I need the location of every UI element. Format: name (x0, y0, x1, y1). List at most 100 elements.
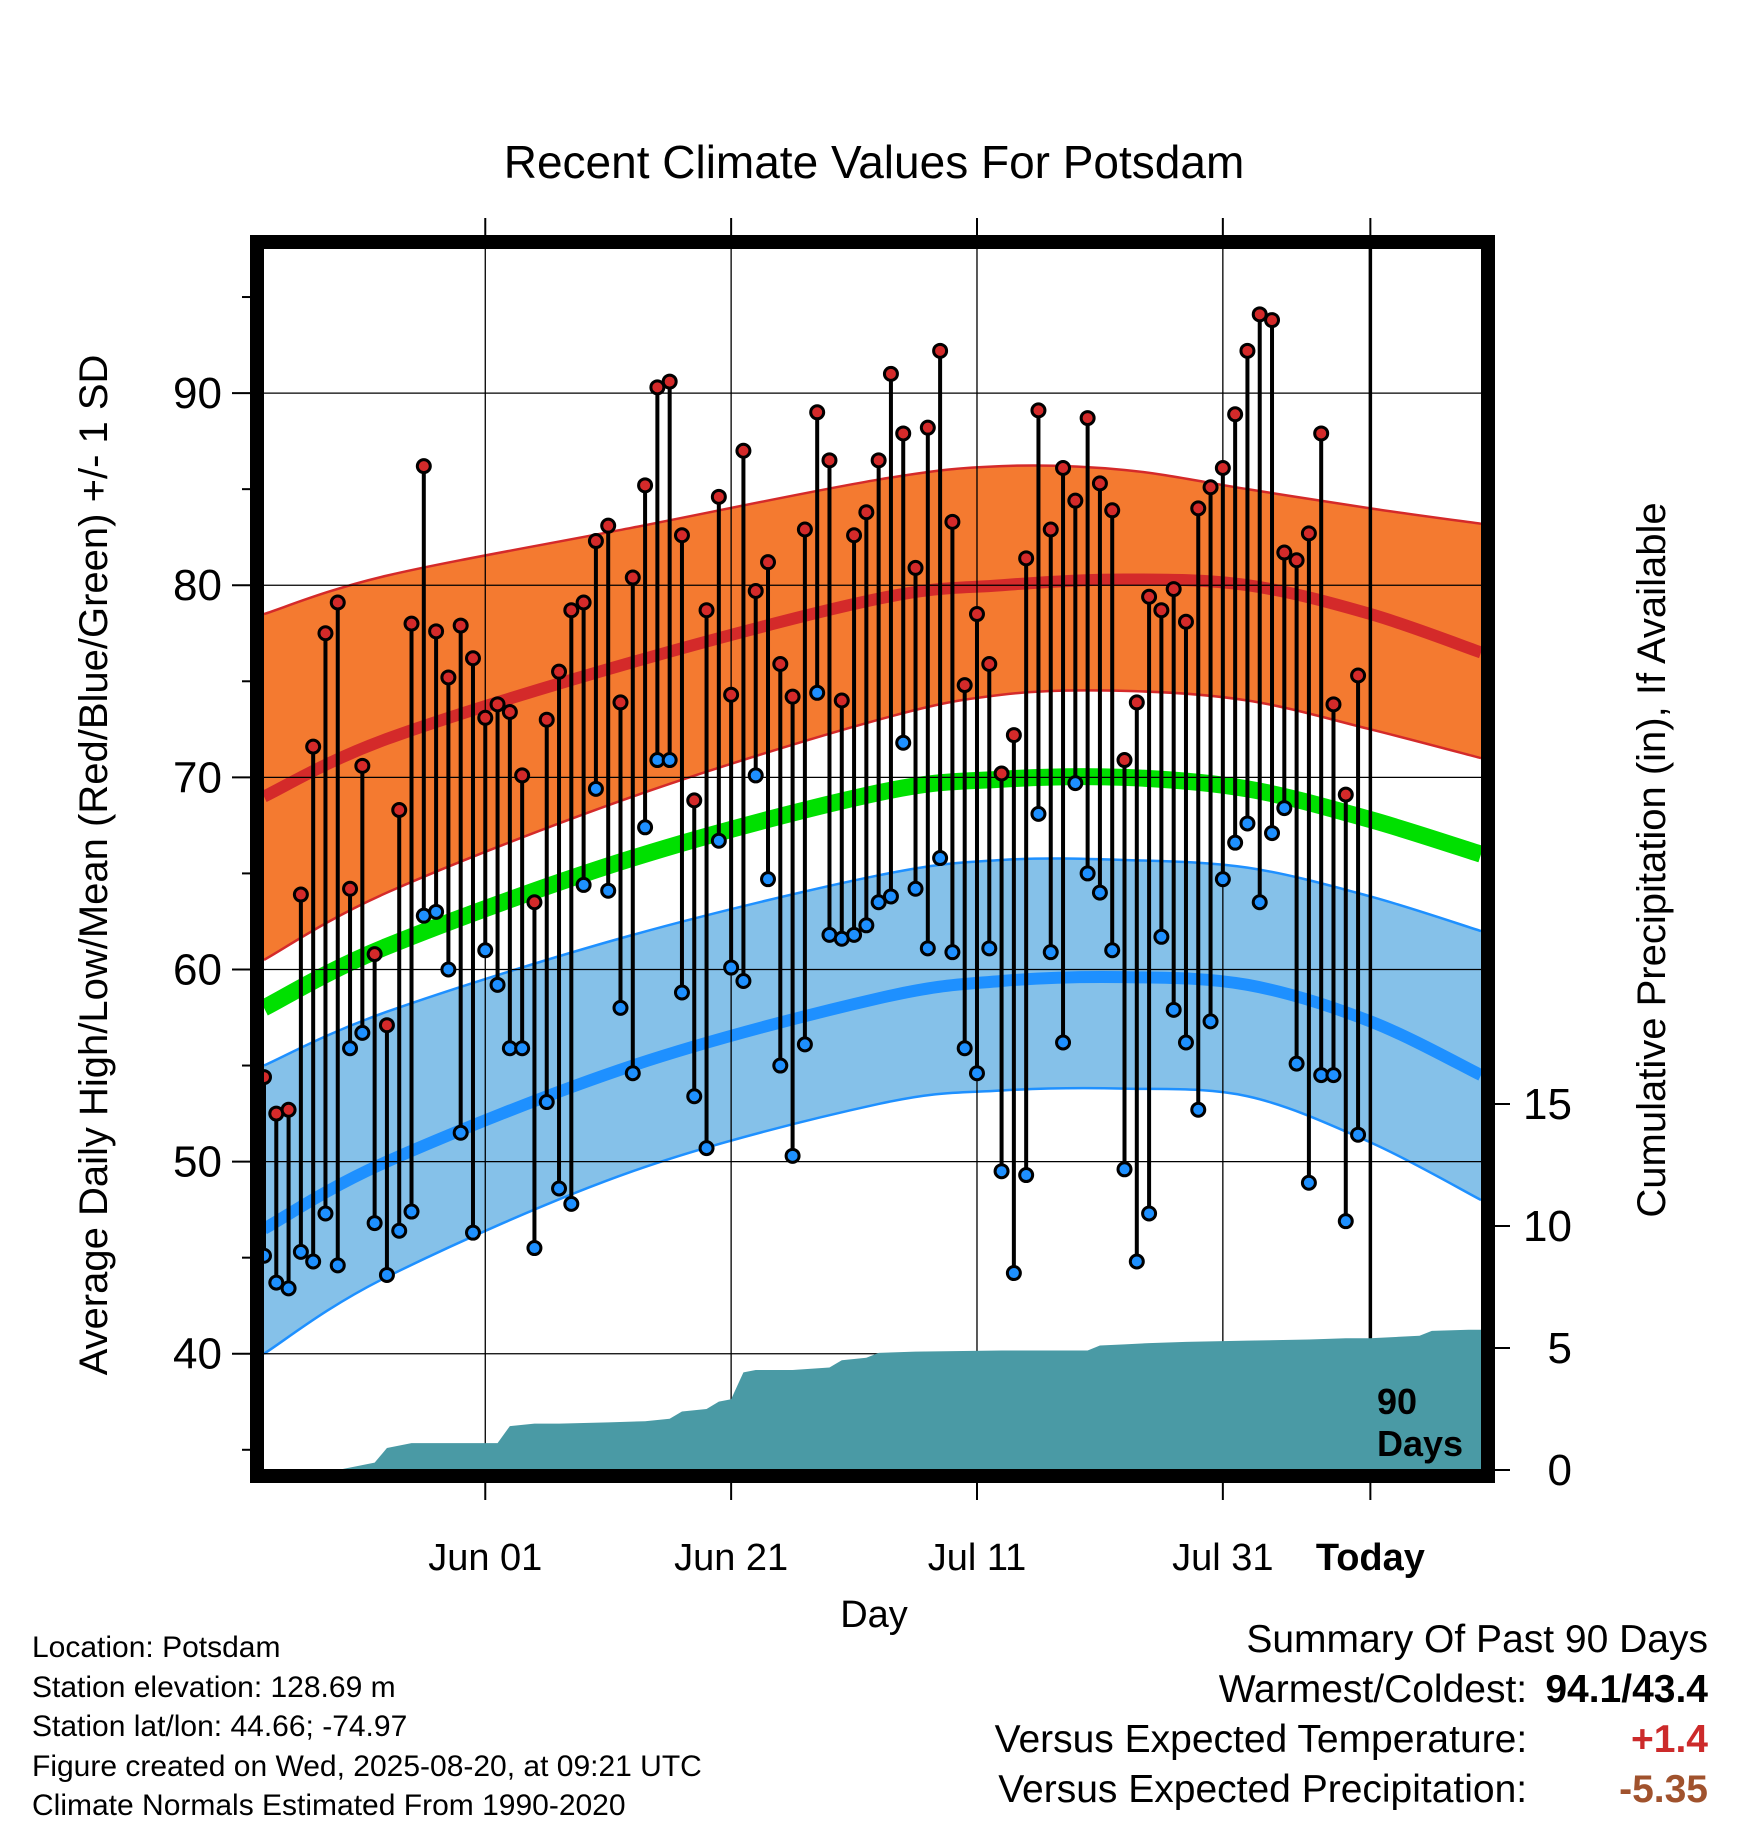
x-tick-label: Today (1316, 1537, 1425, 1579)
high-point (796, 521, 813, 538)
high-point (858, 504, 875, 521)
low-point (268, 1274, 285, 1291)
high-point (993, 765, 1010, 782)
precipitation-label: Versus Expected Precipitation: (998, 1768, 1528, 1811)
y-tick-label: 80 (173, 561, 222, 610)
high-point (809, 404, 826, 421)
high-point (305, 738, 322, 755)
high-sd-band-upper-edge (264, 464, 1481, 616)
low-point (993, 1163, 1010, 1180)
high-point (354, 757, 371, 774)
x-tick-label: Jul 31 (1172, 1537, 1273, 1579)
low-point (1239, 815, 1256, 832)
high-point (870, 452, 887, 469)
days-marker-word: Days (1377, 1423, 1463, 1464)
high-point (1165, 581, 1182, 598)
chart-title: Recent Climate Values For Potsdam (503, 136, 1245, 188)
low-point (1325, 1067, 1342, 1084)
high-point (428, 623, 445, 640)
y2-tick-label: 0 (1548, 1446, 1572, 1495)
high-point (698, 602, 715, 619)
y2-tick-label: 15 (1523, 1080, 1572, 1129)
low-point (1214, 871, 1231, 888)
high-point (1202, 479, 1219, 496)
low-point (1190, 1101, 1207, 1118)
high-point (329, 594, 346, 611)
location-line: Location: Potsdam (32, 1631, 281, 1664)
high-point (575, 594, 592, 611)
precipitation-value: -5.35 (1619, 1768, 1708, 1811)
y2-tick-label: 10 (1523, 1202, 1572, 1251)
plot-border (250, 235, 1495, 1483)
low-point (882, 888, 899, 905)
high-point (403, 615, 420, 632)
high-point (1079, 410, 1096, 427)
high-point (1067, 492, 1084, 509)
y-axis-title: Average Daily High/Low/Mean (Red/Blue/Gr… (72, 355, 116, 1376)
location-info: Location: Potsdam Station elevation: 128… (32, 1628, 702, 1826)
high-point (821, 452, 838, 469)
high-point (1251, 306, 1268, 323)
low-point (477, 942, 494, 959)
y-tick-label: 50 (173, 1138, 222, 1187)
high-point (1055, 460, 1072, 477)
elevation-line: Station elevation: 128.69 m (32, 1670, 396, 1704)
high-point (1018, 550, 1035, 567)
high-point (723, 686, 740, 703)
y-tick-label: 70 (173, 753, 222, 802)
low-point (1116, 1161, 1133, 1178)
days-marker-number: 90 (1377, 1381, 1417, 1422)
high-point (968, 606, 985, 623)
high-point (551, 663, 568, 680)
y2-axis-title: Cumulative Precipitation (in), If Availa… (1630, 502, 1674, 1217)
low-point (907, 880, 924, 897)
high-point (292, 886, 309, 903)
y-tick-label: 40 (173, 1330, 222, 1379)
high-point (833, 692, 850, 709)
high-point (661, 373, 678, 390)
low-point (870, 894, 887, 911)
warmest-coldest-row: Warmest/Coldest: 94.1/43.4 (995, 1665, 1708, 1715)
low-point (1042, 944, 1059, 961)
high-point (317, 625, 334, 642)
high-point (1325, 696, 1342, 713)
low-point (280, 1280, 297, 1297)
low-point (612, 999, 629, 1016)
x-axis-title: Day (840, 1594, 908, 1636)
normals-line: Climate Normals Estimated From 1990-2020 (32, 1789, 626, 1822)
low-point (526, 1240, 543, 1257)
high-point (1177, 613, 1194, 630)
low-point (378, 1266, 395, 1283)
high-point (944, 513, 961, 530)
high-point (1214, 460, 1231, 477)
high-point (624, 569, 641, 586)
high-point (747, 582, 764, 599)
high-point (686, 792, 703, 809)
high-point (563, 602, 580, 619)
low-point (489, 976, 506, 993)
warmest-coldest-label: Warmest/Coldest: (1218, 1668, 1528, 1711)
temperature-value: +1.4 (1631, 1718, 1708, 1761)
low-point (956, 1040, 973, 1057)
high-point (477, 709, 494, 726)
high-point (526, 894, 543, 911)
low-point (1005, 1265, 1022, 1282)
temperature-row: Versus Expected Temperature: +1.4 (995, 1715, 1708, 1765)
x-tick-label: Jun 21 (674, 1537, 788, 1579)
high-point (1141, 588, 1158, 605)
low-point (538, 1094, 555, 1111)
low-point (391, 1222, 408, 1239)
low-point (1141, 1205, 1158, 1222)
low-point (624, 1065, 641, 1082)
low-point (1337, 1213, 1354, 1230)
low-point (551, 1180, 568, 1197)
low-point (1104, 942, 1121, 959)
low-point (698, 1140, 715, 1157)
low-point (968, 1065, 985, 1082)
high-point (464, 650, 481, 667)
summary-heading: Summary Of Past 90 Days (1246, 1618, 1708, 1661)
low-point (637, 819, 654, 836)
high-point (932, 342, 949, 359)
high-point (1116, 752, 1133, 769)
